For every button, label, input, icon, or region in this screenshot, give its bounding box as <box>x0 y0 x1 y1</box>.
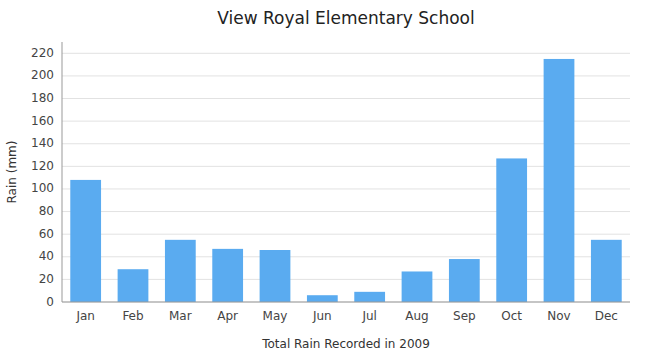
bar <box>591 240 622 302</box>
y-tick-label: 60 <box>39 227 54 241</box>
y-axis-line <box>62 42 63 302</box>
bar <box>354 292 385 302</box>
x-tick-label: Jan <box>75 309 95 323</box>
grid <box>62 53 630 302</box>
bar <box>307 295 338 302</box>
y-axis-label: Rain (mm) <box>5 141 19 204</box>
bar <box>70 180 101 302</box>
x-tick-label: Dec <box>595 309 618 323</box>
bar <box>212 249 243 302</box>
x-tick-label: Mar <box>169 309 192 323</box>
x-tick-label: Sep <box>453 309 476 323</box>
y-tick-label: 100 <box>31 181 54 195</box>
x-tick-label: Apr <box>217 309 238 323</box>
bar <box>544 59 575 302</box>
y-tick-label: 40 <box>39 249 54 263</box>
chart: 0 20 40 60 80 100 120 140 160 180 200 220 Jan Feb Mar A… <box>0 0 650 360</box>
grid-line <box>62 53 630 54</box>
x-tick-label: Oct <box>501 309 522 323</box>
bar <box>118 269 149 302</box>
y-tick-label: 80 <box>39 204 54 218</box>
y-tick-label: 160 <box>31 114 54 128</box>
x-tick-label: Aug <box>405 309 428 323</box>
bar <box>260 250 291 302</box>
x-axis-label: Total Rain Recorded in 2009 <box>261 337 430 351</box>
x-tick-label: May <box>263 309 288 323</box>
bar <box>496 158 527 302</box>
y-tick-label: 180 <box>31 91 54 105</box>
title: View Royal Elementary School <box>217 8 475 28</box>
bars <box>70 59 621 302</box>
y-tick-label: 140 <box>31 136 54 150</box>
bar <box>402 271 433 302</box>
x-tick-label: Jul <box>361 309 376 323</box>
y-tick-label: 220 <box>31 46 54 60</box>
x-tick-label: Feb <box>122 309 143 323</box>
chart-container: 0 20 40 60 80 100 120 140 160 180 200 220 Jan Feb Mar A… <box>0 0 650 360</box>
bar <box>449 259 480 302</box>
grid-line <box>62 302 630 303</box>
x-axis-line <box>62 302 630 303</box>
y-tick-label: 200 <box>31 68 54 82</box>
bar <box>165 240 196 302</box>
y-tick-label: 0 <box>46 295 54 309</box>
x-tick-label: Nov <box>547 309 570 323</box>
y-tick-label: 20 <box>39 272 54 286</box>
x-tick-label: Jun <box>312 309 332 323</box>
y-tick-label: 120 <box>31 159 54 173</box>
